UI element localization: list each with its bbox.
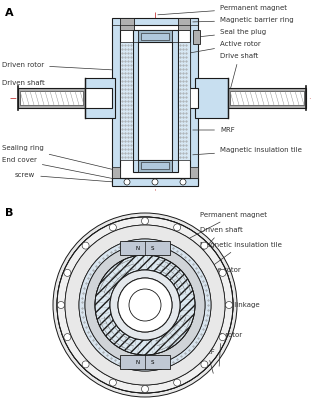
Circle shape [110,224,116,231]
Bar [141,162,169,169]
Text: Permanent magnet: Permanent magnet [158,5,287,15]
Circle shape [110,379,116,386]
Text: Driven rotor: Driven rotor [200,332,242,366]
Circle shape [82,242,89,249]
Circle shape [57,302,64,308]
Text: screw: screw [15,172,124,183]
Text: S: S [150,246,154,250]
Text: Magnetic barrier ring: Magnetic barrier ring [193,17,294,23]
Bar [178,18,190,30]
Text: Driven shaft: Driven shaft [2,80,85,97]
Bar [120,18,134,30]
Text: Magnetic insulation tile: Magnetic insulation tile [200,242,282,273]
Text: Magnetic linkage: Magnetic linkage [187,302,260,334]
Circle shape [219,269,226,276]
Bar [85,88,112,108]
Bar [112,178,198,186]
Text: Sealing ring: Sealing ring [2,145,112,169]
Bar [178,42,190,160]
Bar [133,30,178,172]
Circle shape [118,278,172,332]
Circle shape [180,179,186,185]
Circle shape [142,218,148,224]
Bar [18,88,85,108]
Text: Active rotor: Active rotor [196,267,241,312]
Bar [138,30,172,42]
Text: Magnetic insulation tile: Magnetic insulation tile [193,147,302,155]
Bar [138,160,172,172]
Bar [20,91,83,105]
Text: A: A [5,8,14,18]
Circle shape [219,334,226,341]
Circle shape [201,361,208,368]
Text: N: N [136,246,140,250]
Circle shape [174,379,181,386]
Bar [138,42,172,160]
Circle shape [82,361,89,368]
Circle shape [226,302,233,308]
Bar [112,167,120,178]
Bar [120,25,190,180]
Bar [85,78,115,118]
Text: Driven shaft: Driven shaft [174,227,243,283]
Bar [195,78,228,118]
Circle shape [152,179,158,185]
Bar [190,167,198,178]
Text: Seal the plug: Seal the plug [200,29,266,37]
Bar [193,30,200,44]
Text: B: B [5,208,13,218]
Circle shape [64,269,71,276]
Circle shape [201,242,208,249]
Bar [230,91,304,105]
Bar [120,355,170,369]
Bar [112,18,198,185]
Text: Drive shaft: Drive shaft [220,53,258,95]
Bar [141,33,169,40]
Text: MRF: MRF [193,127,235,133]
Text: MRF: MRF [200,349,215,373]
Bar [120,241,170,255]
Bar [120,42,133,160]
Bar [178,88,198,108]
Circle shape [64,334,71,341]
Circle shape [124,179,130,185]
Text: Driven rotor: Driven rotor [2,62,112,70]
Circle shape [129,289,161,321]
Text: Active rotor: Active rotor [181,41,261,54]
Text: S: S [150,360,154,364]
Circle shape [142,386,148,392]
Bar [228,88,306,108]
Text: Permanent magnet: Permanent magnet [153,212,267,258]
Text: End cover: End cover [2,157,112,178]
Text: N: N [136,360,140,364]
Circle shape [174,224,181,231]
